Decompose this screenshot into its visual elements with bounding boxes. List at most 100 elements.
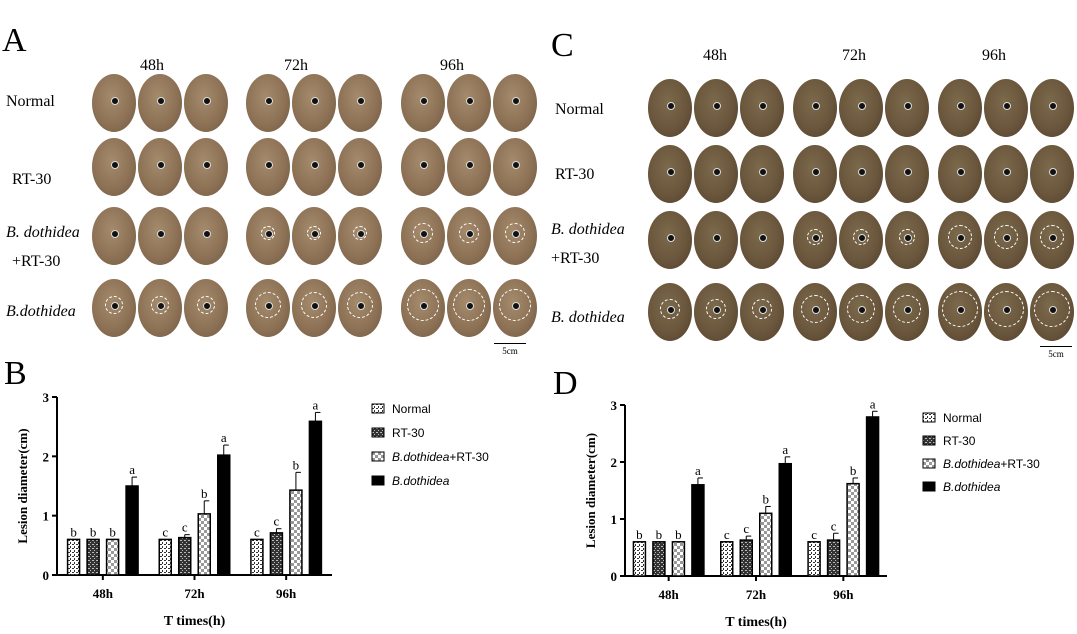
kiwi-fruit-photo [447, 74, 491, 132]
kiwi-fruit-photo [138, 279, 182, 337]
panel-label-d: D [553, 365, 578, 402]
kiwi-fruit-photo [493, 279, 537, 337]
panel-label-a: A [2, 22, 27, 59]
kiwi-fruit-photo [292, 279, 336, 337]
bar-b-dothidea-rt-30 [671, 541, 686, 577]
legend-swatch [922, 412, 936, 423]
kiwi-fruit-photo [184, 279, 228, 337]
kiwi-fruit-photo [885, 211, 929, 269]
significance-letter: b [293, 457, 300, 472]
significance-letter: b [70, 524, 77, 539]
y-axis-label: Lesion diameter(cm) [15, 428, 30, 543]
kiwi-fruit-photo [1030, 79, 1074, 137]
significance-letter: b [90, 524, 97, 539]
bar-rt-30 [739, 539, 753, 577]
y-tick-label: 0 [611, 569, 618, 584]
row-combo-c-2: +RT-30 [551, 250, 600, 267]
legend-label: B.dothidea [392, 474, 450, 488]
y-tick-label: 2 [43, 449, 50, 464]
legend-swatch [922, 458, 936, 469]
y-tick-label: 3 [611, 398, 618, 413]
kiwi-fruit-photo [740, 79, 784, 137]
kiwi-fruit-photo [138, 207, 182, 265]
panel-label-b: B [4, 355, 27, 392]
kiwi-fruit-photo [839, 79, 883, 137]
kiwi-fruit-photo [92, 207, 136, 265]
col-72h-c: 72h [842, 47, 866, 64]
kiwi-fruit-photo [740, 145, 784, 203]
kiwi-fruit-photo [648, 283, 692, 341]
kiwi-fruit-photo [839, 283, 883, 341]
kiwi-fruit-photo [694, 79, 738, 137]
kiwi-fruit-photo [246, 207, 290, 265]
bar-b-dothidea [308, 420, 323, 576]
bar-b-dothidea-rt-30 [105, 538, 120, 576]
x-tick-label: 48h [659, 587, 680, 602]
significance-letter: b [763, 491, 770, 506]
kiwi-fruit-photo [984, 283, 1028, 341]
kiwi-fruit-photo [338, 74, 382, 132]
significance-letter: b [850, 463, 857, 478]
kiwi-fruit-photo [292, 74, 336, 132]
kiwi-fruit-photo [338, 138, 382, 196]
kiwi-fruit-photo [447, 279, 491, 337]
row-normal-a: Normal [6, 93, 55, 110]
row-bd-c: B. dothidea [551, 309, 625, 326]
scale-bar-c: 5cm [1040, 346, 1072, 359]
scale-label: 5cm [1048, 349, 1064, 359]
kiwi-fruit-photo [184, 74, 228, 132]
significance-letter: c [811, 527, 817, 542]
bar-normal [250, 538, 264, 576]
bar-normal [807, 541, 821, 577]
kiwi-fruit-photo [648, 79, 692, 137]
scale-label: 5cm [502, 346, 518, 356]
kiwi-fruit-photo [493, 138, 537, 196]
kiwi-fruit-photo [447, 138, 491, 196]
col-72h-a: 72h [284, 57, 308, 74]
kiwi-fruit-photo [648, 211, 692, 269]
significance-letter: c [182, 520, 188, 535]
kiwi-fruit-photo [885, 79, 929, 137]
kiwi-fruit-photo [184, 138, 228, 196]
kiwi-fruit-photo [401, 138, 445, 196]
legend-label: RT-30 [392, 426, 425, 440]
col-96h-a: 96h [440, 57, 464, 74]
y-tick-label: 1 [43, 509, 50, 524]
kiwi-fruit-photo [694, 211, 738, 269]
bar-b-dothidea [778, 462, 792, 577]
kiwi-fruit-photo [839, 145, 883, 203]
kiwi-fruit-photo [938, 79, 982, 137]
kiwi-fruit-photo [92, 74, 136, 132]
kiwi-fruit-photo [984, 145, 1028, 203]
bar-b-dothidea-rt-30 [197, 513, 211, 576]
col-48h-a: 48h [140, 57, 164, 74]
row-combo-a-1: B. dothidea [6, 224, 80, 241]
significance-letter: a [695, 463, 701, 478]
significance-letter: a [870, 396, 876, 411]
kiwi-fruit-photo [246, 74, 290, 132]
bar-b-dothidea-rt-30 [846, 482, 860, 577]
legend-label: B.dothidea+RT-30 [392, 450, 489, 464]
kiwi-fruit-photo [984, 79, 1028, 137]
kiwi-fruit-photo [938, 211, 982, 269]
kiwi-fruit-photo [138, 138, 182, 196]
kiwi-fruit-photo [839, 211, 883, 269]
significance-letter: c [831, 518, 837, 533]
legend-label: Normal [392, 402, 431, 416]
kiwi-fruit-photo [292, 138, 336, 196]
x-tick-label: 48h [93, 586, 114, 601]
bar-rt-30 [86, 538, 100, 576]
significance-letter: a [129, 462, 135, 477]
legend-label: B.dothidea+RT-30 [943, 457, 1040, 471]
col-96h-c: 96h [982, 47, 1006, 64]
row-combo-c-1: B. dothidea [551, 221, 625, 238]
x-axis-label: T times(h) [725, 615, 787, 630]
row-rt30-a: RT-30 [12, 171, 52, 188]
row-rt30-c: RT-30 [555, 166, 595, 183]
significance-letter: b [201, 486, 208, 501]
kiwi-fruit-photo [648, 145, 692, 203]
kiwi-fruit-photo [338, 279, 382, 337]
